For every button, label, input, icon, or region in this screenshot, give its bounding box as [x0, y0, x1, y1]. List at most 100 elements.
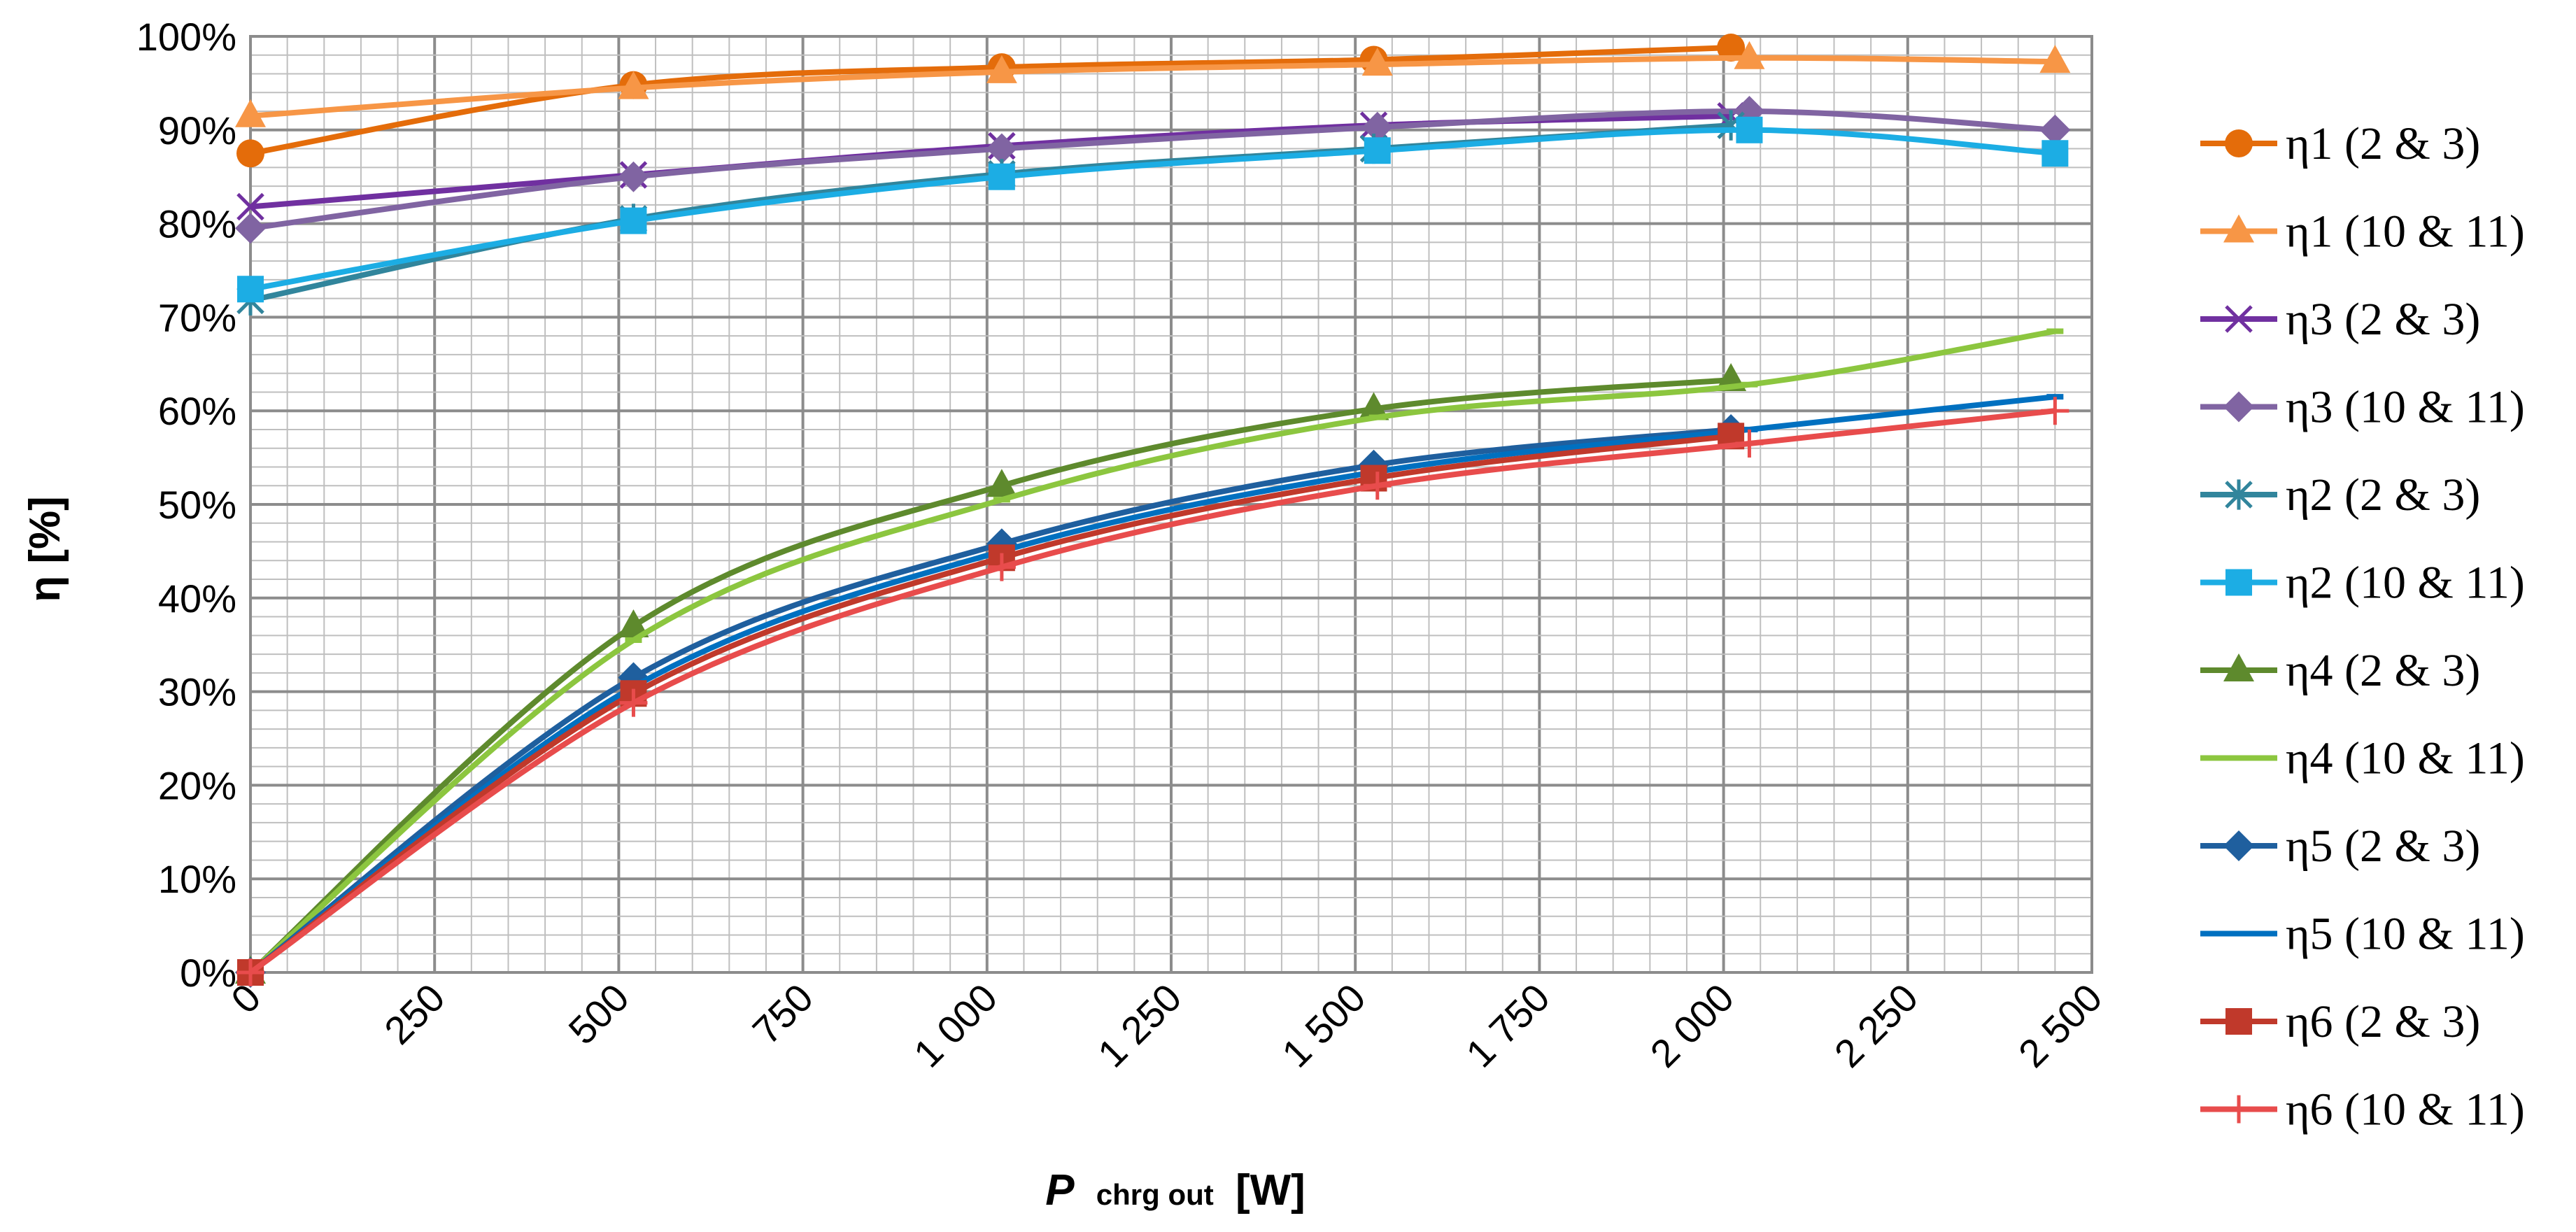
data-point [1363, 472, 1392, 500]
data-point [236, 192, 264, 221]
y-tick-label: 40% [158, 576, 236, 621]
legend-label: η6 (2 & 3) [2286, 996, 2480, 1047]
x-tick-label: 2 250 [1826, 975, 1927, 1076]
data-point [1361, 48, 1393, 76]
legend-item: η6 (10 & 11) [2200, 1084, 2525, 1135]
data-point [993, 497, 1010, 503]
data-point [1734, 41, 1765, 69]
legend-item: η5 (2 & 3) [2200, 821, 2480, 872]
y-axis-ticks: 0% 10% 20% 30% 40% 50% 60% 70% 80% 90% 100% [136, 15, 236, 995]
data-point [618, 609, 649, 637]
data-point [2225, 1008, 2252, 1035]
x-tick-label: 2 500 [2010, 975, 2111, 1076]
x-tick-label: 1 000 [905, 975, 1006, 1076]
legend-label: η5 (2 & 3) [2286, 821, 2480, 872]
data-point [987, 553, 1016, 581]
y-tick-label: 60% [158, 389, 236, 433]
x-tick-label: 1 250 [1089, 975, 1190, 1076]
data-point [986, 469, 1017, 497]
y-tick-label: 80% [158, 202, 236, 246]
data-point [1358, 392, 1389, 420]
data-point [2225, 1095, 2253, 1124]
data-point [618, 161, 649, 192]
chart-series [235, 34, 2071, 988]
y-tick-label: 20% [158, 763, 236, 807]
data-point [2039, 45, 2071, 73]
data-point [2039, 114, 2071, 146]
x-tick-label: 500 [560, 975, 637, 1053]
legend-item: η4 (10 & 11) [2200, 733, 2525, 784]
series-line [248, 433, 1732, 975]
data-point [625, 637, 642, 644]
plot-border [249, 35, 2093, 974]
data-point [235, 213, 266, 244]
chart-legend: η1 (2 & 3) η1 (10 & 11) η3 (2 & 3) η3 (10 &… [2200, 118, 2525, 1135]
data-point [2041, 140, 2069, 167]
data-point [2230, 930, 2247, 937]
data-point [619, 688, 648, 717]
data-point [237, 276, 264, 303]
data-point [986, 133, 1017, 164]
data-point [2046, 328, 2064, 334]
data-point [2225, 129, 2253, 157]
legend-item: η5 (10 & 11) [2200, 909, 2525, 960]
legend-label: η4 (2 & 3) [2286, 645, 2480, 696]
data-point [2041, 397, 2069, 425]
series-6 [237, 116, 2069, 303]
data-point [236, 958, 264, 986]
legend-item: η6 (2 & 3) [2200, 996, 2480, 1047]
data-point [235, 99, 266, 127]
series-2 [235, 41, 2071, 127]
legend-item: η1 (2 & 3) [2200, 118, 2480, 169]
data-point [1364, 137, 1391, 164]
y-tick-label: 10% [158, 857, 236, 901]
data-point [2223, 653, 2254, 681]
x-tick-label: 2 000 [1641, 975, 1742, 1076]
y-tick-label: 90% [158, 108, 236, 153]
data-point [620, 207, 647, 234]
legend-item: η3 (10 & 11) [2200, 382, 2525, 433]
x-axis-title-unit: [W] [1236, 1166, 1305, 1215]
data-point [1717, 34, 1746, 62]
x-axis-title: P chrg out [W] [1045, 1166, 1305, 1215]
series-line [248, 377, 1732, 975]
chart-grid [249, 35, 2093, 974]
x-tick-label: 1 500 [1273, 975, 1374, 1076]
legend-label: η3 (10 & 11) [2286, 382, 2525, 433]
y-tick-label: 30% [158, 670, 236, 714]
legend-item: η2 (10 & 11) [2200, 558, 2525, 609]
legend-label: η3 (2 & 3) [2286, 294, 2480, 345]
x-tick-label: 1 750 [1457, 975, 1558, 1076]
data-point [1368, 414, 1386, 420]
series-12 [236, 397, 2069, 986]
data-point [1741, 426, 1758, 432]
x-tick-label: 250 [376, 975, 453, 1053]
series-line [248, 426, 1732, 975]
legend-item: η3 (2 & 3) [2200, 294, 2480, 345]
y-axis-title: η [%] [21, 496, 69, 602]
data-point [2046, 394, 2064, 400]
legend-item: η4 (2 & 3) [2200, 645, 2480, 696]
data-point [1736, 116, 1763, 143]
y-tick-label: 70% [158, 295, 236, 339]
data-point [2223, 391, 2254, 423]
y-tick-label: 50% [158, 483, 236, 527]
legend-label: η4 (10 & 11) [2286, 733, 2525, 784]
x-tick-label: 750 [744, 975, 821, 1053]
data-point [2225, 305, 2253, 333]
data-point [986, 55, 1017, 83]
x-axis-title-sub: chrg out [1096, 1178, 1214, 1211]
data-point [2223, 214, 2254, 243]
x-axis-title-main: P [1045, 1166, 1075, 1215]
data-point [988, 163, 1015, 190]
legend-label: η1 (2 & 3) [2286, 118, 2480, 169]
legend-item: η1 (10 & 11) [2200, 206, 2525, 257]
data-point [2225, 569, 2252, 596]
data-point [1735, 430, 1764, 458]
legend-label: η2 (10 & 11) [2286, 558, 2525, 609]
data-point [618, 71, 649, 99]
series-line [250, 127, 2055, 292]
x-axis-ticks: 0 250 500 750 1 000 1 250 1 500 1 750 2 000 2 250… [222, 975, 2111, 1076]
data-point [2230, 755, 2247, 761]
